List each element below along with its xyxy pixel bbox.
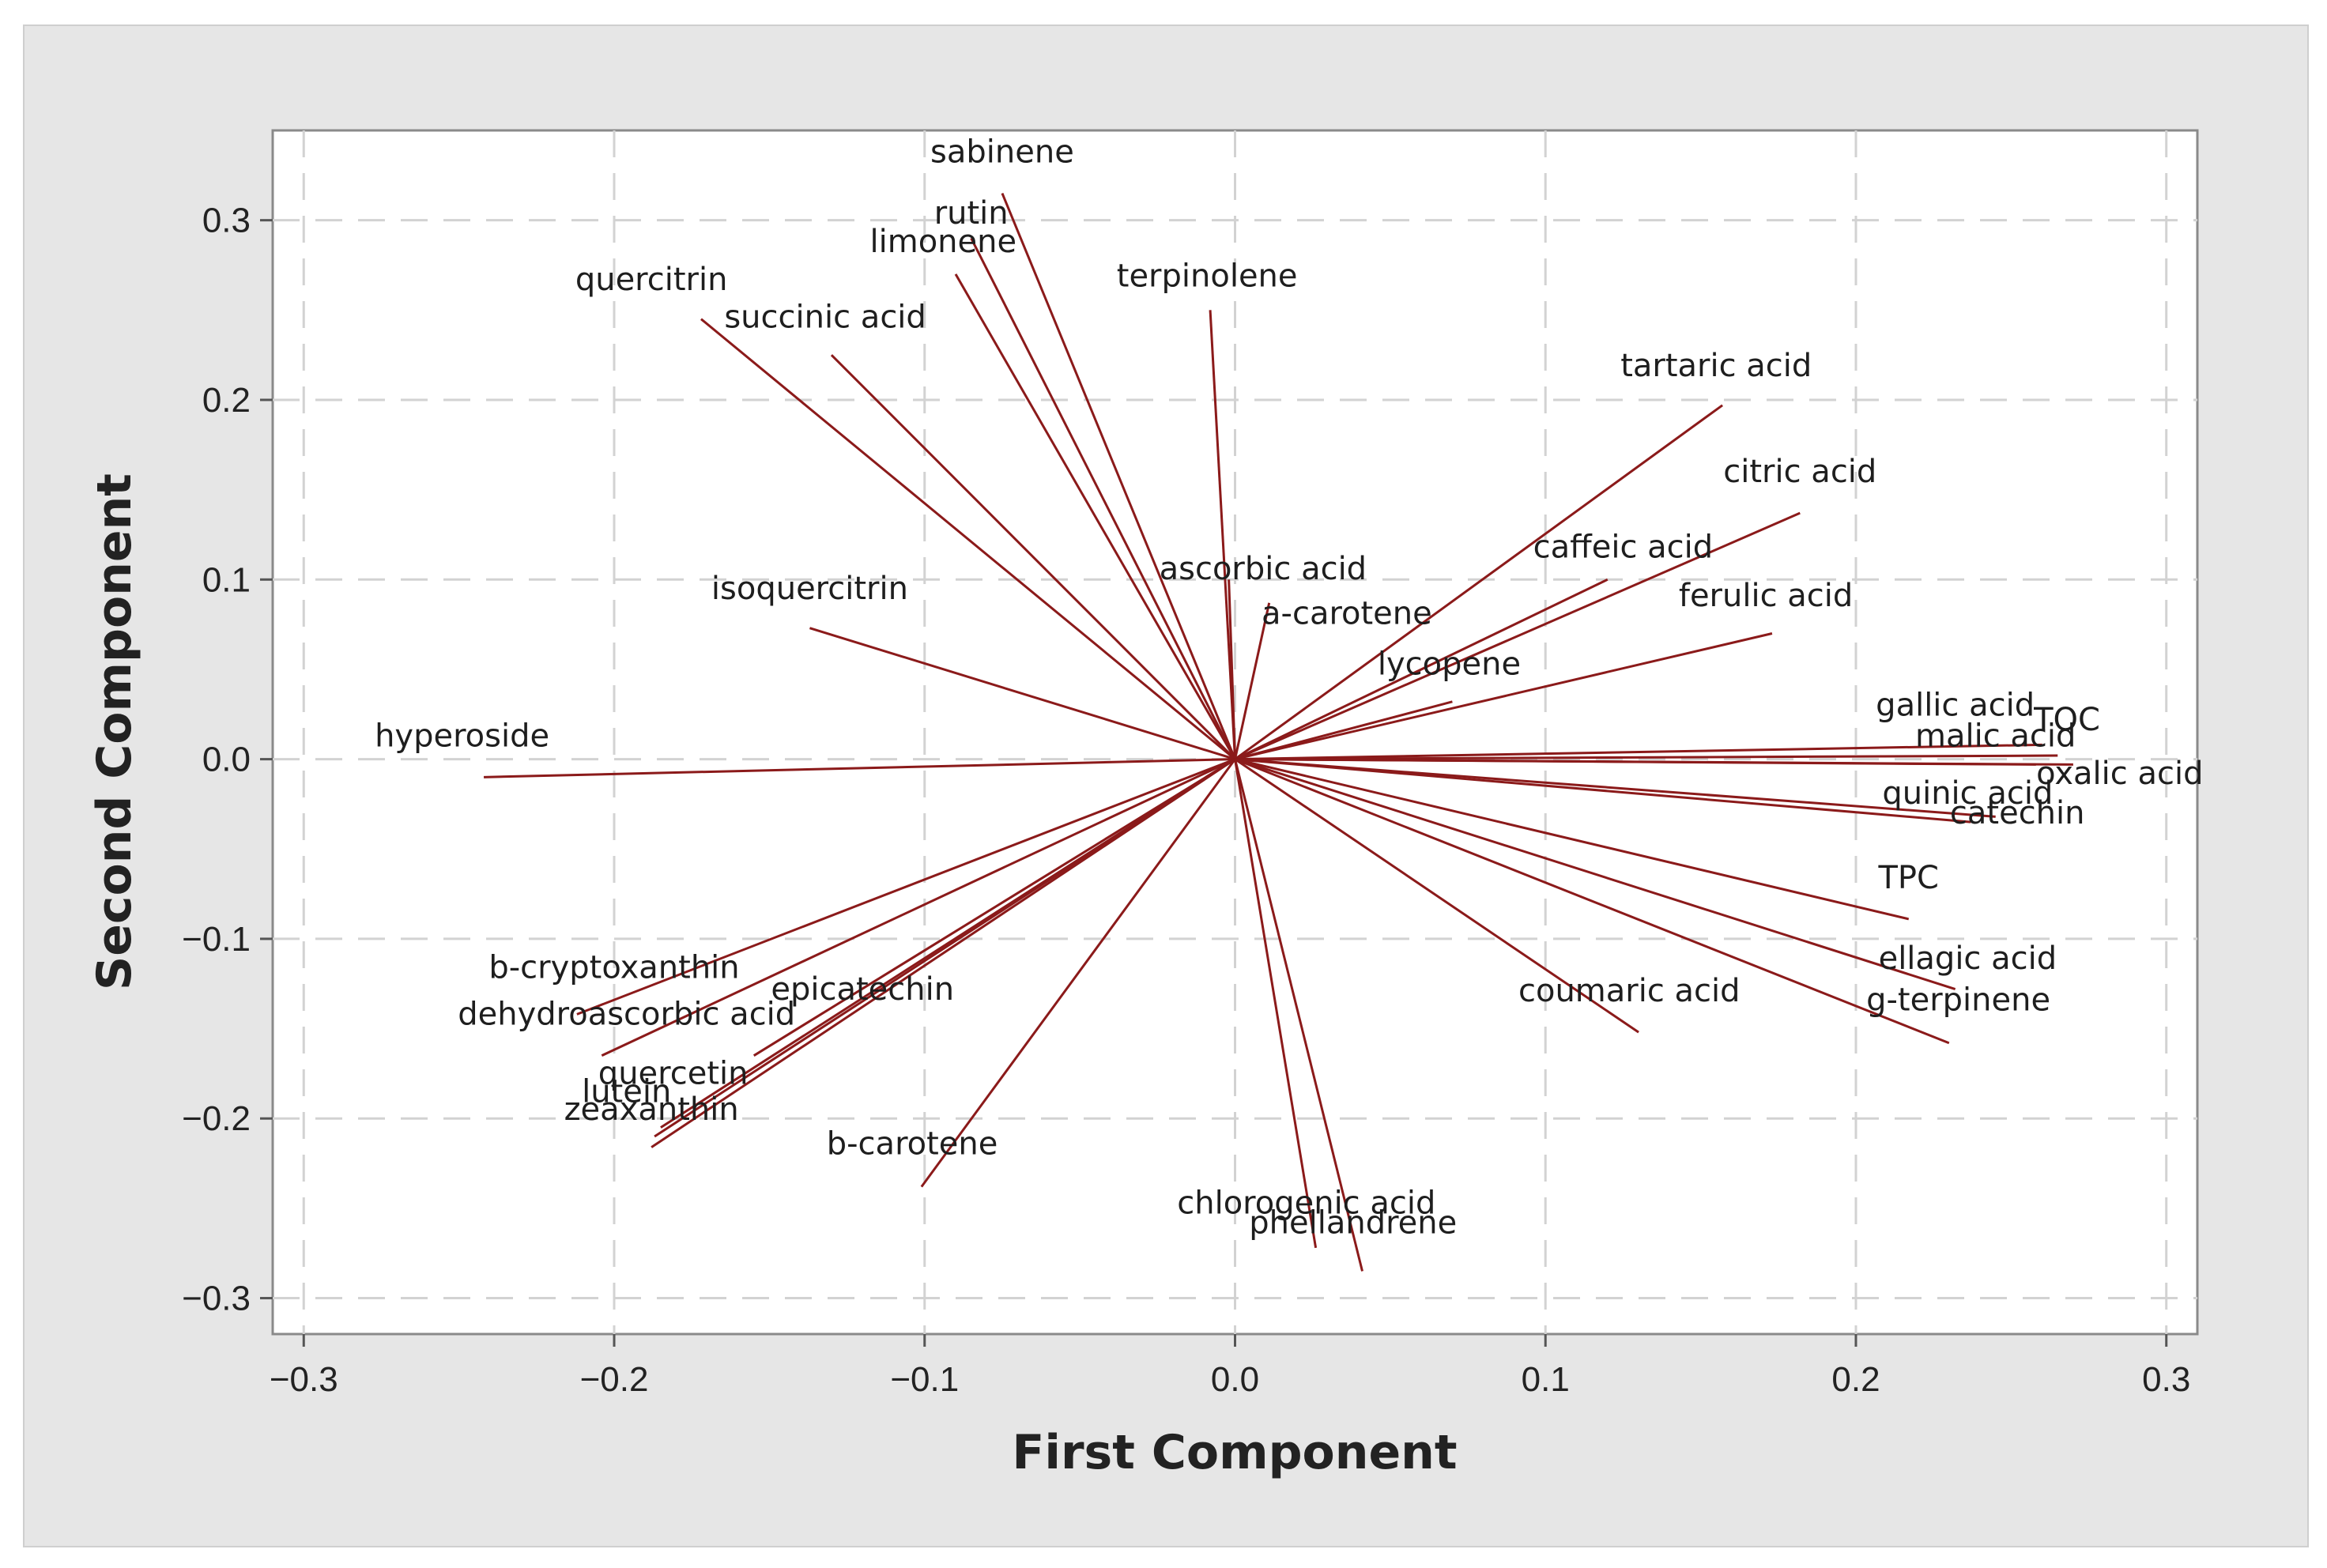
y-axis: −0.3 −0.2 −0.1 0.0 0.1 0.2 0.3 — [182, 202, 273, 1318]
vector-label-a-carotene: a-carotene — [1262, 596, 1432, 632]
x-tick-label: 0.1 — [1522, 1360, 1570, 1399]
vector-line-g-terpinene — [1234, 758, 1950, 1045]
vector-label-phellandrene: phellandrene — [1249, 1204, 1457, 1241]
vector-label-dehydroascorbic-acid: dehydroascorbic acid — [458, 997, 795, 1033]
vector-label-catechin: catechin — [1950, 795, 2085, 831]
grid-lines — [273, 130, 2197, 1334]
vector-line-gallic-acid — [1235, 743, 2042, 761]
vector-label-lutein: lutein — [582, 1073, 671, 1110]
vector-line-terpinolene — [1209, 310, 1236, 760]
vector-label-caffeic-acid: caffeic acid — [1533, 530, 1714, 566]
vector-line-lycopene — [1235, 700, 1453, 761]
vector-line-ellagic-acid — [1235, 758, 1956, 990]
vector-label-zeaxanthin: zeaxanthin — [564, 1091, 739, 1128]
vector-label-chlorogenic-acid: chlorogenic acid — [1177, 1185, 1435, 1221]
vector-line-coumaric-acid — [1234, 758, 1639, 1034]
vector-label-b-carotene: b-carotene — [827, 1125, 998, 1162]
y-tick-label: 0.2 — [202, 381, 251, 420]
vector-line-quinic-acid — [1235, 758, 1996, 818]
vector-label-oxalic-acid: oxalic acid — [2036, 756, 2203, 792]
vector-line-zeaxanthin — [651, 758, 1236, 1148]
x-tick-label: 0.3 — [2142, 1360, 2190, 1399]
vector-line-quercitrin — [700, 318, 1236, 760]
x-tick-label: 0.0 — [1211, 1360, 1259, 1399]
vector-label-sabinene: sabinene — [930, 134, 1074, 171]
vector-line-oxalic-acid — [1235, 758, 2036, 766]
x-tick-label: −0.1 — [890, 1360, 959, 1399]
vector-label-malic-acid: malic acid — [1915, 718, 2076, 754]
vector-label-quercetin: quercetin — [598, 1056, 749, 1092]
x-tick-label: −0.3 — [270, 1360, 338, 1399]
y-tick-label: −0.1 — [182, 920, 251, 959]
vector-line-b-cryptoxanthin — [576, 758, 1236, 1016]
vector-label-quinic-acid: quinic acid — [1882, 775, 2053, 812]
vector-line-dehydroascorbic-acid — [601, 758, 1236, 1057]
vector-line-isoquercitrin — [809, 627, 1235, 761]
vector-label-epicatechin: epicatechin — [771, 971, 954, 1008]
vector-line-phellandrene — [1234, 759, 1363, 1272]
vector-line-epicatechin — [752, 758, 1236, 1057]
vector-label-hyperoside: hyperoside — [375, 718, 549, 754]
vector-line-toc — [1235, 754, 2058, 761]
vector-label-ascorbic-acid: ascorbic acid — [1160, 551, 1367, 587]
vector-label-coumaric-acid: coumaric acid — [1518, 973, 1741, 1009]
x-axis-title: First Component — [1012, 1425, 1457, 1480]
vector-line-sabinene — [1001, 192, 1236, 760]
vector-line-citric-acid — [1234, 511, 1801, 760]
vector-label-ferulic-acid: ferulic acid — [1679, 578, 1853, 614]
vector-line-a-carotene — [1234, 602, 1271, 760]
vector-line-ascorbic-acid — [1228, 579, 1236, 760]
vector-label-ellagic-acid: ellagic acid — [1879, 940, 2057, 977]
loading-vectors — [484, 192, 2073, 1272]
vector-label-toc: TOC — [2033, 702, 2100, 738]
vector-label-g-terpinene: g-terpinene — [1866, 982, 2050, 1018]
y-tick-label: −0.3 — [182, 1280, 251, 1318]
vector-line-catechin — [1235, 758, 1971, 824]
vector-label-citric-acid: citric acid — [1723, 454, 1876, 490]
vector-label-terpinolene: terpinolene — [1117, 258, 1298, 294]
vector-label-quercitrin: quercitrin — [575, 262, 728, 298]
vector-line-rutin — [970, 237, 1236, 760]
vector-label-limonene: limonene — [870, 224, 1017, 260]
vector-line-succinic-acid — [830, 354, 1236, 760]
vector-line-lutein — [654, 758, 1236, 1138]
x-tick-label: −0.2 — [580, 1360, 649, 1399]
vector-label-b-cryptoxanthin: b-cryptoxanthin — [488, 950, 739, 986]
y-tick-label: 0.1 — [202, 560, 251, 599]
y-tick-label: 0.3 — [202, 202, 251, 240]
vector-line-hyperoside — [484, 758, 1235, 778]
y-tick-label: 0.0 — [202, 741, 251, 779]
vector-label-lycopene: lycopene — [1378, 646, 1521, 682]
vector-line-caffeic-acid — [1234, 578, 1609, 760]
vector-label-tartaric-acid: tartaric acid — [1620, 348, 1812, 384]
vector-line-chlorogenic-acid — [1234, 759, 1318, 1249]
vector-label-tpc: TPC — [1878, 860, 1939, 896]
vector-label-rutin: rutin — [934, 195, 1009, 232]
vector-line-limonene — [954, 273, 1236, 760]
vector-label-gallic-acid: gallic acid — [1876, 688, 2035, 724]
x-axis: −0.3 −0.2 −0.1 0.0 0.1 0.2 0.3 — [270, 1334, 2190, 1399]
vector-label-isoquercitrin: isoquercitrin — [711, 571, 908, 607]
y-tick-label: −0.2 — [182, 1099, 251, 1138]
vector-line-tartaric-acid — [1234, 404, 1723, 760]
vector-label-succinic-acid: succinic acid — [724, 300, 926, 336]
vector-line-ferulic-acid — [1235, 632, 1773, 761]
x-tick-label: 0.2 — [1831, 1360, 1880, 1399]
vector-line-b-carotene — [920, 758, 1236, 1188]
vector-line-tpc — [1235, 758, 1910, 921]
y-axis-title: Second Component — [87, 473, 142, 990]
